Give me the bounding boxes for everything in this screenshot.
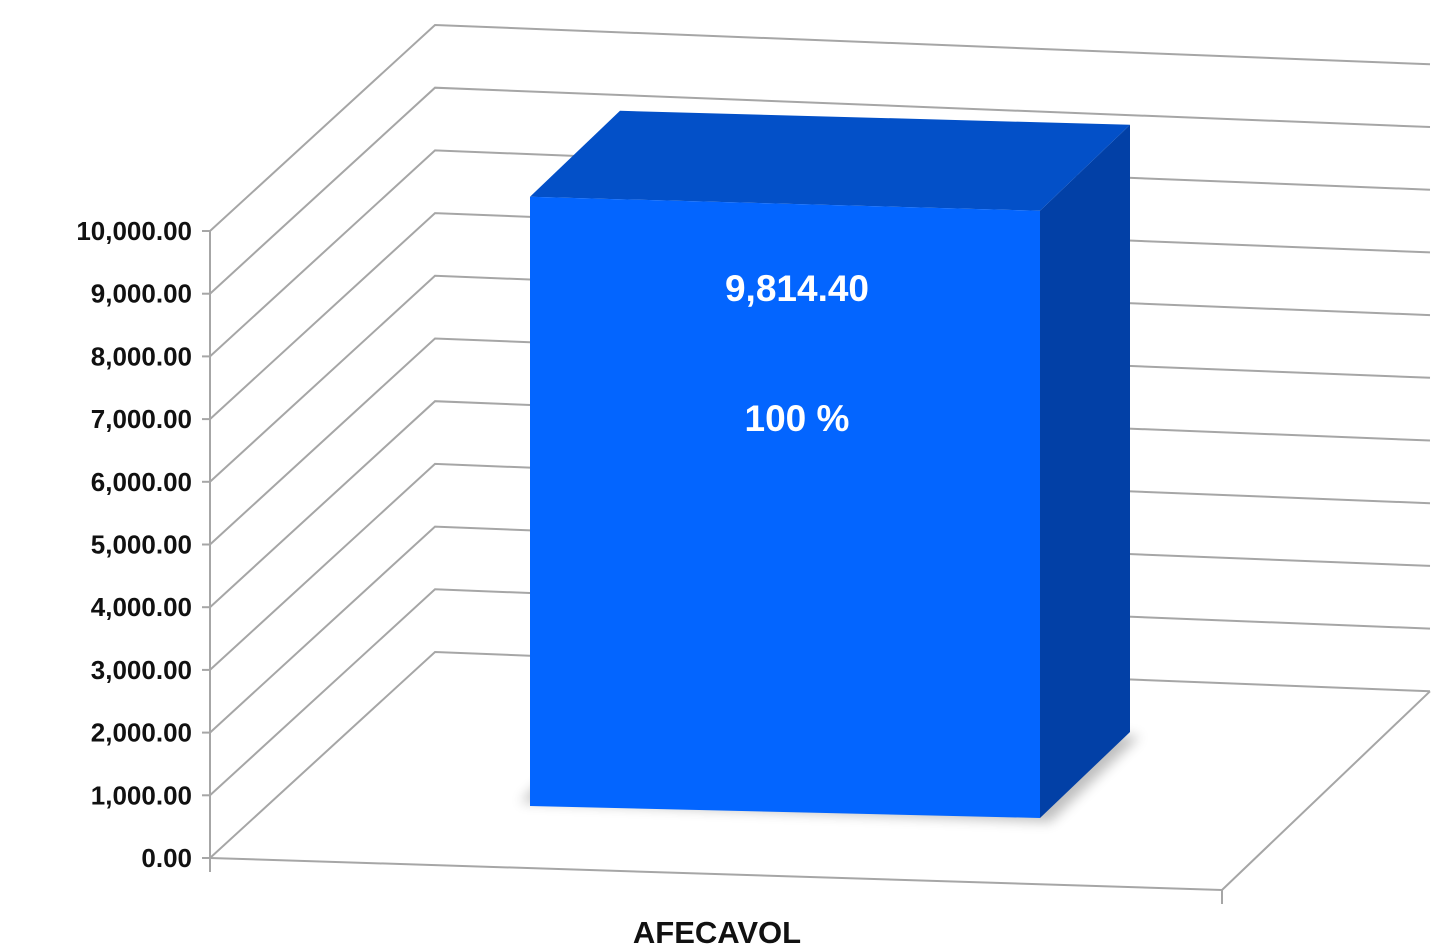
y-tick-label: 0.00 <box>141 843 192 873</box>
bar-top-face <box>530 110 1130 211</box>
y-tick-label: 6,000.00 <box>91 467 192 497</box>
data-label-percent: 100 % <box>745 398 850 439</box>
y-tick-label: 8,000.00 <box>91 341 192 371</box>
bars <box>520 110 1140 822</box>
y-tick-label: 10,000.00 <box>76 216 192 246</box>
y-tick-label: 4,000.00 <box>91 592 192 622</box>
x-category-label: AFECAVOL <box>633 915 801 947</box>
y-tick-label: 5,000.00 <box>91 530 192 560</box>
bar-side-face <box>1040 124 1130 818</box>
y-tick-label: 2,000.00 <box>91 718 192 748</box>
y-tick-label: 7,000.00 <box>91 404 192 434</box>
y-tick-label: 3,000.00 <box>91 655 192 685</box>
data-label-value: 9,814.40 <box>725 268 869 309</box>
y-tick-label: 1,000.00 <box>91 780 192 810</box>
gridline <box>209 23 1431 232</box>
y-tick-label: 9,000.00 <box>91 279 192 309</box>
axes <box>202 230 1431 904</box>
bar <box>530 196 1040 818</box>
labels: 0.00 1,000.00 2,000.00 3,000.00 4,000.00 5,00… <box>76 216 869 947</box>
gridline <box>209 86 1431 295</box>
gridlines <box>209 23 1431 859</box>
